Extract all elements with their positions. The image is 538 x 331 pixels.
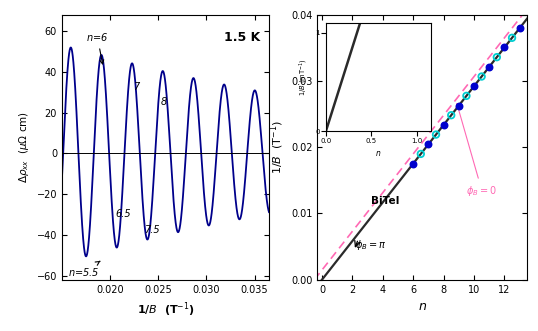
X-axis label: $n$: $n$ xyxy=(418,300,427,313)
Point xyxy=(485,64,493,70)
Point xyxy=(508,35,516,40)
Y-axis label: 1/$B$  (T$^{-1}$): 1/$B$ (T$^{-1}$) xyxy=(268,120,286,174)
X-axis label: 1/$B$  (T$^{-1}$): 1/$B$ (T$^{-1}$) xyxy=(137,300,194,319)
Text: $n$=6: $n$=6 xyxy=(87,31,109,64)
Text: $\phi_B=\pi$: $\phi_B=\pi$ xyxy=(355,238,386,252)
Point xyxy=(492,55,501,60)
Text: BiTeI: BiTeI xyxy=(371,196,399,206)
Y-axis label: $\Delta\rho_{xx}$  ($\mu\Omega$ cm): $\Delta\rho_{xx}$ ($\mu\Omega$ cm) xyxy=(17,111,31,183)
Text: 1.5 K: 1.5 K xyxy=(224,31,261,44)
Point xyxy=(455,103,463,108)
Point xyxy=(431,132,440,137)
Point xyxy=(477,74,486,79)
Text: 7.5: 7.5 xyxy=(144,225,159,235)
Point xyxy=(440,122,448,127)
Text: $\phi_B=\pi$: $\phi_B=\pi$ xyxy=(348,24,379,38)
Point xyxy=(424,142,433,147)
Point xyxy=(409,161,417,166)
Text: 6.5: 6.5 xyxy=(115,209,131,218)
Text: $\phi_B=0$: $\phi_B=0$ xyxy=(399,24,429,38)
Point xyxy=(500,45,509,50)
Text: 7: 7 xyxy=(133,82,140,92)
Point xyxy=(447,113,456,118)
Point xyxy=(515,25,524,31)
Text: $\phi_B=0$: $\phi_B=0$ xyxy=(456,104,497,198)
Text: 8: 8 xyxy=(160,97,167,107)
Point xyxy=(470,83,478,89)
Point xyxy=(416,151,425,157)
Point xyxy=(462,93,471,99)
Text: $n$=5.5: $n$=5.5 xyxy=(68,261,100,278)
